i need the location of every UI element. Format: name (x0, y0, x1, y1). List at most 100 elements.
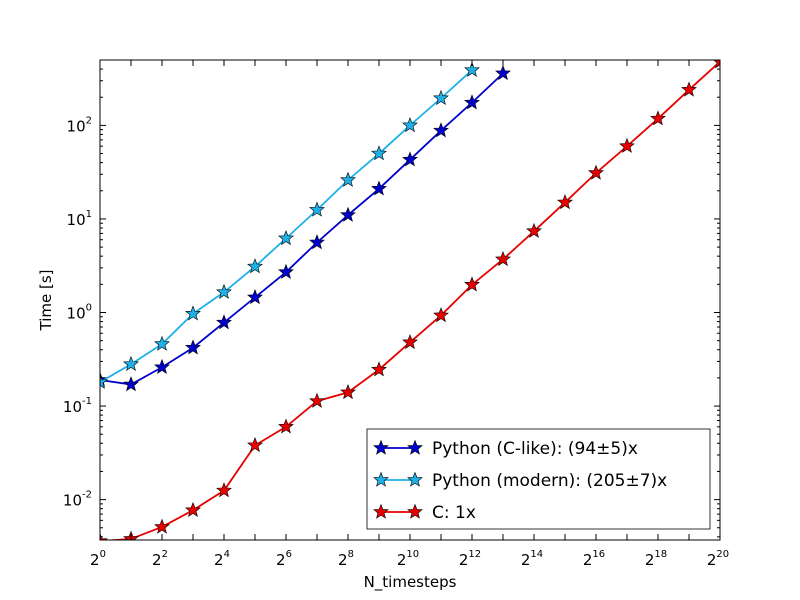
series-1 (100, 61, 480, 389)
x-tick-label-base: 2 (583, 551, 593, 569)
x-tick-label-base: 2 (459, 551, 469, 569)
data-point-star (216, 482, 232, 498)
x-tick-label-base: 2 (338, 551, 348, 569)
data-point-star (247, 289, 263, 305)
data-point-star (123, 355, 139, 371)
y-axis-label: Time [s] (37, 270, 55, 332)
y-tick-label-base: 10 (63, 398, 82, 416)
data-point-star (681, 81, 697, 97)
y-tick-label: 102 (67, 115, 92, 135)
y-tick-label-base: 10 (63, 492, 82, 510)
x-tick-label: 24 (214, 549, 230, 569)
x-tick-label-exp: 6 (286, 549, 292, 560)
x-tick-label-base: 2 (90, 551, 100, 569)
data-point-star (402, 333, 418, 350)
data-point-star (340, 206, 356, 222)
data-point-star (433, 307, 449, 323)
data-point-star (216, 314, 232, 330)
y-tick-label-exp: 1 (86, 209, 92, 220)
plot-frame (99, 59, 721, 541)
data-point-star (100, 532, 108, 540)
y-tick-label-base: 10 (67, 211, 86, 229)
data-point-star (557, 194, 573, 210)
y-tick-label: 101 (67, 209, 92, 229)
data-point-star (309, 201, 325, 217)
data-point-star (650, 110, 666, 126)
x-tick-label-base: 2 (276, 551, 286, 569)
series-2 (100, 60, 720, 540)
data-point-star (619, 137, 635, 153)
data-point-star (216, 283, 232, 299)
data-point-star (433, 89, 449, 105)
x-tick-label: 22 (152, 549, 168, 569)
legend-star (373, 503, 389, 519)
x-tick-label-base: 2 (152, 551, 162, 569)
legend-label: Python (modern): (205±7)x (432, 471, 667, 491)
x-tick-label: 210 (397, 549, 419, 569)
series-0 (100, 65, 511, 392)
x-axis-label: N_timesteps (364, 573, 457, 592)
x-tick-label-exp: 2 (162, 549, 168, 560)
data-point-star (309, 392, 325, 408)
y-tick-label: 10-2 (63, 490, 92, 510)
data-point-star (185, 305, 201, 321)
legend-star (407, 471, 423, 487)
x-tick-label-exp: 20 (716, 549, 729, 560)
legend-star (373, 439, 389, 455)
x-tick-label-base: 2 (645, 551, 655, 569)
x-tick-label-base: 2 (521, 551, 531, 569)
x-tick-label-exp: 10 (406, 549, 419, 560)
y-tick-label: 100 (67, 302, 92, 322)
y-tick-label-exp: 2 (86, 115, 92, 126)
y-tick-label-exp: -1 (82, 396, 92, 407)
y-tick-label-base: 10 (67, 304, 86, 322)
data-point-star (464, 94, 480, 110)
x-tick-label: 216 (583, 549, 605, 569)
data-point-star (154, 358, 170, 374)
x-tick-label-exp: 18 (654, 549, 667, 560)
data-point-star (278, 263, 294, 279)
data-point-star (185, 501, 201, 517)
data-point-star (464, 61, 480, 77)
data-point-star (123, 376, 139, 392)
data-point-star (526, 222, 542, 238)
data-point-star (100, 373, 108, 389)
x-tick-label-base: 2 (707, 551, 717, 569)
data-point-star (402, 117, 418, 133)
data-point-star (154, 518, 170, 534)
x-tick-label-exp: 14 (530, 549, 543, 560)
data-point-star (340, 384, 356, 400)
data-point-star (154, 335, 170, 351)
data-point-star (464, 276, 480, 292)
x-tick-label-base: 2 (397, 551, 407, 569)
data-point-star (278, 230, 294, 246)
x-tick-label: 26 (276, 549, 292, 569)
data-point-star (713, 60, 720, 69)
legend-star (407, 503, 423, 519)
y-tick-label-exp: 0 (86, 302, 92, 313)
data-point-star (588, 164, 604, 180)
data-point-star (309, 234, 325, 250)
data-point-star (247, 258, 263, 274)
series-line (100, 72, 504, 386)
data-point-star (402, 151, 418, 167)
data-point-star (185, 339, 201, 355)
data-point-star (433, 122, 449, 138)
data-point-star (371, 180, 387, 196)
legend-box (366, 428, 711, 530)
x-tick-label: 218 (645, 549, 667, 569)
legend-label: Python (C-like): (94±5)x (432, 439, 638, 459)
x-tick-label-base: 2 (214, 551, 224, 569)
data-point-star (371, 145, 387, 161)
legend-label: C: 1x (432, 503, 476, 523)
x-tick-label-exp: 4 (224, 549, 230, 560)
x-tick-label-exp: 0 (100, 549, 106, 560)
data-point-star (495, 65, 511, 81)
x-tick-label-exp: 16 (592, 549, 605, 560)
y-tick-label: 10-1 (63, 396, 92, 416)
x-tick-label: 212 (459, 549, 481, 569)
data-point-star (371, 361, 387, 377)
legend-star (407, 439, 423, 455)
x-tick-label-exp: 8 (348, 549, 354, 560)
